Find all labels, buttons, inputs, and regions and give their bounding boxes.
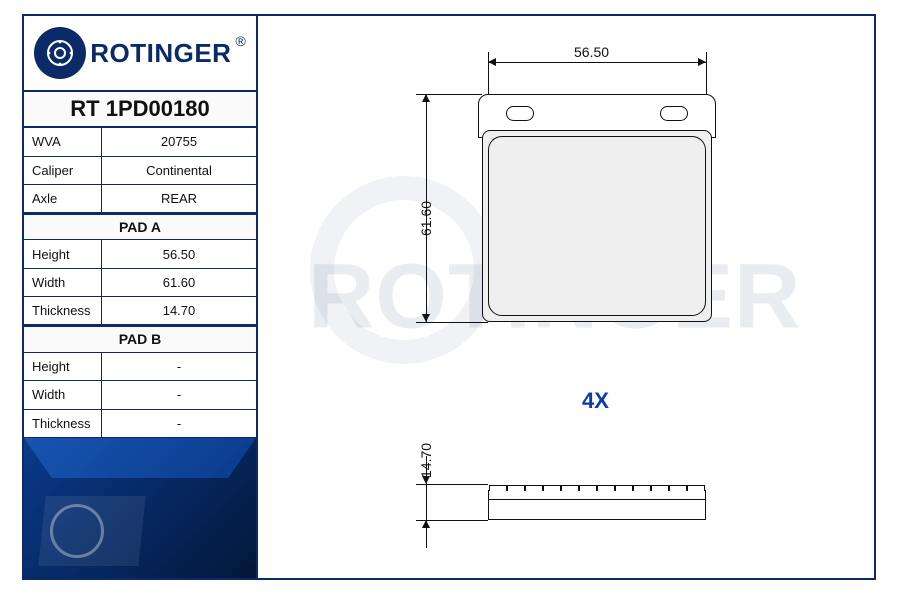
- brand-logo: ROTINGER ®: [34, 27, 246, 79]
- pad-side-view: [488, 490, 706, 520]
- row-pada-height: Height 56.50: [24, 240, 256, 268]
- side-notches: [489, 485, 705, 491]
- dim-left-label: 61.60: [418, 201, 434, 236]
- dim-thick-label: 14.70: [418, 443, 434, 478]
- brand-name: ROTINGER: [90, 38, 231, 69]
- label-wva: WVA: [24, 128, 102, 155]
- left-column: ROTINGER ® RT 1PD00180 WVA 20755 Caliper…: [24, 16, 258, 578]
- watermark-ring-icon: [310, 176, 498, 364]
- row-pada-thick: Thickness 14.70: [24, 297, 256, 326]
- label-axle: Axle: [24, 185, 102, 212]
- brand-registered: ®: [235, 33, 245, 49]
- part-number: RT 1PD00180: [24, 92, 256, 128]
- label-caliper: Caliper: [24, 157, 102, 184]
- side-split-line: [489, 499, 705, 500]
- label-pada-height: Height: [24, 240, 102, 267]
- pad-friction-face: [488, 136, 706, 316]
- label-pada-width: Width: [24, 269, 102, 296]
- value-pada-height: 56.50: [102, 240, 256, 267]
- value-caliper: Continental: [102, 157, 256, 184]
- label-padb-thick: Thickness: [24, 410, 102, 437]
- value-padb-height: -: [102, 353, 256, 380]
- dim-line-top: [488, 62, 706, 63]
- row-caliper: Caliper Continental: [24, 157, 256, 185]
- label-pada-thick: Thickness: [24, 297, 102, 324]
- arrow-icon: [422, 314, 430, 322]
- value-pada-width: 61.60: [102, 269, 256, 296]
- brand-logo-cell: ROTINGER ®: [24, 16, 256, 92]
- row-wva: WVA 20755: [24, 128, 256, 156]
- ext-line: [416, 322, 488, 323]
- brake-disc-icon: [45, 38, 75, 68]
- row-padb-height: Height -: [24, 353, 256, 381]
- brand-logo-mark: [34, 27, 86, 79]
- row-padb-width: Width -: [24, 381, 256, 409]
- row-padb-thick: Thickness -: [24, 410, 256, 438]
- mount-slot: [660, 106, 688, 121]
- quantity-label: 4X: [582, 388, 609, 414]
- label-padb-width: Width: [24, 381, 102, 408]
- dim-top-label: 56.50: [574, 44, 609, 60]
- row-pada-width: Width 61.60: [24, 269, 256, 297]
- value-wva: 20755: [102, 128, 256, 155]
- card-frame: ROTINGER ® RT 1PD00180 WVA 20755 Caliper…: [22, 14, 876, 580]
- pad-a-header: PAD A: [24, 214, 256, 241]
- product-box-illustration: [24, 438, 256, 578]
- arrow-icon: [422, 520, 430, 528]
- box-lid: [24, 438, 256, 478]
- arrow-icon: [698, 58, 706, 66]
- value-pada-thick: 14.70: [102, 297, 256, 324]
- value-padb-width: -: [102, 381, 256, 408]
- value-axle: REAR: [102, 185, 256, 212]
- value-padb-thick: -: [102, 410, 256, 437]
- arrow-icon: [422, 94, 430, 102]
- label-padb-height: Height: [24, 353, 102, 380]
- arrow-icon: [488, 58, 496, 66]
- row-axle: Axle REAR: [24, 185, 256, 214]
- box-logo-ring: [50, 504, 104, 558]
- mount-slot: [506, 106, 534, 121]
- drawing-area: ROTINGER 56.50 61.60 4X: [260, 16, 874, 578]
- pad-b-header: PAD B: [24, 326, 256, 353]
